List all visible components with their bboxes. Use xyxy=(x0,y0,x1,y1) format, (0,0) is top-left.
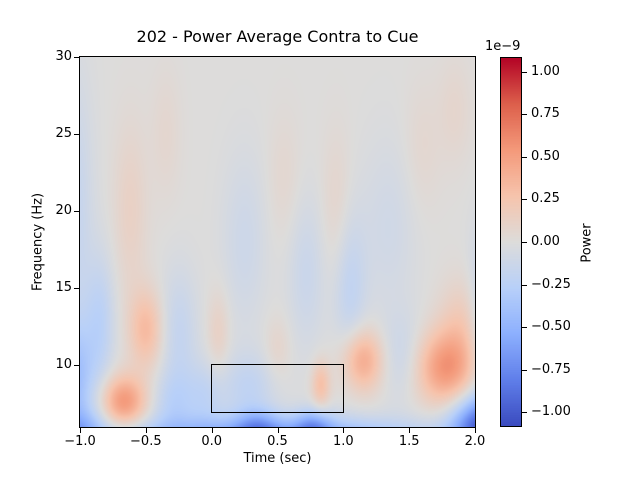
colorbar-tick-label: 0.00 xyxy=(531,234,560,249)
colorbar-tick-label: 1.00 xyxy=(531,63,560,79)
colorbar-tick-label: 0.25 xyxy=(531,191,560,207)
colorbar-offset-label: 1e−9 xyxy=(485,39,521,54)
x-axis-label: Time (sec) xyxy=(243,451,312,466)
x-tick-mark xyxy=(475,428,476,433)
colorbar-tick-mark xyxy=(522,242,527,243)
colorbar-tick-mark xyxy=(522,71,527,73)
chart-title: 202 - Power Average Contra to Cue xyxy=(136,27,419,46)
y-tick-mark xyxy=(74,211,79,213)
colorbar-tick-label: −1.00 xyxy=(531,404,571,420)
x-tick-mark xyxy=(409,428,411,433)
x-tick-label: 2.0 xyxy=(464,434,486,449)
x-tick-mark xyxy=(211,428,213,433)
y-tick-mark xyxy=(74,134,79,136)
colorbar-tick-mark xyxy=(522,114,527,116)
x-tick-label: 0.5 xyxy=(267,434,288,449)
x-tick-mark xyxy=(343,428,345,433)
y-tick-label: 20 xyxy=(55,203,72,219)
y-tick-label: 15 xyxy=(55,280,72,296)
x-tick-mark xyxy=(145,428,147,433)
colorbar-tick-mark xyxy=(522,199,527,201)
x-tick-label: 1.0 xyxy=(332,434,354,449)
colorbar-tick-label: −0.50 xyxy=(531,319,571,335)
x-tick-mark xyxy=(277,428,279,433)
y-tick-label: 30 xyxy=(55,49,72,64)
colorbar-tick-label: −0.75 xyxy=(531,361,571,377)
y-tick-mark xyxy=(74,365,79,367)
colorbar xyxy=(500,57,522,427)
y-axis-label: Frequency (Hz) xyxy=(30,192,46,292)
colorbar-tick-label: 0.75 xyxy=(531,106,560,122)
colorbar-tick-mark xyxy=(522,284,527,286)
heatmap-plot-area xyxy=(79,56,476,428)
x-tick-label: −1.0 xyxy=(64,434,96,449)
colorbar-tick-label: 0.50 xyxy=(531,148,560,164)
y-tick-mark xyxy=(74,57,79,58)
x-tick-label: −0.5 xyxy=(130,434,162,449)
colorbar-tick-mark xyxy=(522,156,527,158)
x-tick-mark xyxy=(80,428,81,433)
y-tick-mark xyxy=(74,288,79,290)
colorbar-tick-mark xyxy=(522,369,527,371)
colorbar-axis-label: Power xyxy=(579,223,595,263)
colorbar-tick-label: −0.25 xyxy=(531,276,571,292)
colorbar-tick-mark xyxy=(522,412,527,414)
x-tick-label: 0.0 xyxy=(201,434,222,449)
y-tick-label: 10 xyxy=(55,357,72,373)
x-tick-label: 1.5 xyxy=(398,434,420,449)
colorbar-tick-mark xyxy=(522,327,527,329)
roi-rectangle xyxy=(210,364,345,413)
y-tick-label: 25 xyxy=(55,126,72,142)
